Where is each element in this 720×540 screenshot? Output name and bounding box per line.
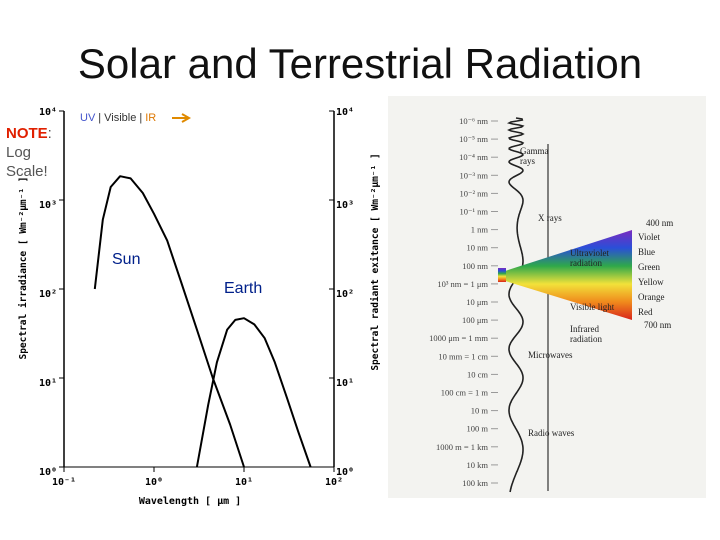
color-label: Red: [638, 307, 653, 317]
wavelength-label: 100 km: [462, 478, 488, 488]
y-tick-label-right: 10⁰: [336, 467, 354, 478]
band-ir: IR: [145, 112, 157, 124]
wavelength-label: 10³ nm = 1 μm: [437, 279, 488, 289]
wavelength-label: 100 m: [467, 424, 489, 434]
ir-arrow: [172, 113, 192, 123]
wavelength-label: 100 nm: [462, 261, 488, 271]
wavelength-label: 1000 m = 1 km: [436, 442, 488, 452]
wavelength-label: 10 nm: [467, 243, 489, 253]
wavelength-label: 10 km: [467, 460, 489, 470]
note-line3: Scale!: [6, 163, 48, 180]
wavelength-label: 10 mm = 1 cm: [438, 351, 488, 361]
y-tick-label-right: 10⁴: [336, 107, 354, 118]
color-label: Orange: [638, 292, 665, 302]
band-visible: Visible: [104, 112, 137, 124]
band-separator: |: [139, 112, 143, 124]
wavelength-label: 100 cm = 1 m: [441, 388, 489, 398]
y-tick-label-right: 10³: [336, 200, 354, 211]
wavelength-label: 10 μm: [466, 297, 488, 307]
visible-light-fan: [502, 230, 632, 320]
color-label: Green: [638, 262, 660, 272]
wavelength-label: 100 μm: [462, 315, 488, 325]
region-label: Microwaves: [528, 350, 573, 360]
color-label: Violet: [638, 232, 660, 242]
note-line2: Log: [6, 144, 32, 161]
y-axis-label-right: Spectral radiant exitance [ Wm⁻²μm⁻¹ ]: [370, 153, 381, 370]
y-tick-label-left: 10²: [39, 289, 57, 300]
y-tick-label-left: 10³: [39, 200, 57, 211]
log-scale-note: NOTE: Log Scale!: [6, 124, 52, 181]
earth-curve-label: Earth: [224, 280, 263, 297]
y-tick-label-right: 10²: [336, 289, 354, 300]
region-label: Gamma rays: [520, 146, 549, 166]
x-axis-label: Wavelength [ μm ]: [139, 496, 241, 507]
x-tick-label: 10¹: [235, 477, 253, 488]
note-colon: :: [47, 125, 52, 142]
x-tick-label: 10²: [325, 477, 343, 488]
region-label: Ultraviolet radiation: [570, 248, 609, 268]
wavelength-label: 10⁻⁶ nm: [459, 116, 488, 126]
wavelength-label: 10⁻¹ nm: [459, 207, 488, 217]
band-legend: UV | Visible | IR: [80, 112, 156, 124]
visible-band-marker: [498, 268, 506, 282]
region-label: Infrared radiation: [570, 324, 602, 344]
wavelength-label: 10⁻⁴ nm: [459, 152, 488, 162]
band-uv: UV: [80, 112, 96, 124]
x-tick-label: 10⁰: [145, 477, 163, 488]
color-label: Yellow: [638, 277, 664, 287]
color-label: Blue: [638, 247, 655, 257]
sun-curve: [93, 175, 245, 468]
note-label: NOTE: [6, 125, 48, 142]
earth-curve: [195, 317, 312, 468]
electromagnetic-spectrum-figure: 10⁻⁶ nm 10⁻⁵ nm 10⁻⁴ nm 10⁻³ nm 10⁻² nm 10⁻¹ …: [388, 96, 706, 498]
wavelength-label: 10⁻² nm: [459, 188, 488, 198]
spectrum-background: [388, 96, 706, 498]
region-label: Visible light: [570, 302, 615, 312]
wavelength-label: 1000 μm = 1 mm: [429, 333, 488, 343]
y-tick-label-left: 10⁰: [39, 467, 57, 478]
wavelength-label: 10 cm: [467, 369, 488, 379]
wavelength-label: 10⁻⁵ nm: [459, 134, 488, 144]
x-tick-label: 10⁻¹: [52, 477, 76, 488]
range-top-label: 400 nm: [646, 218, 673, 228]
y-tick-label-left: 10¹: [39, 378, 57, 389]
y-tick-label-right: 10¹: [336, 378, 354, 389]
slide-title: Solar and Terrestrial Radiation: [77, 40, 643, 87]
wavelength-label: 1 nm: [471, 225, 489, 235]
y-axis-label-left: Spectral irradiance [ Wm⁻²μm⁻¹ ]: [18, 176, 29, 359]
band-separator: |: [98, 112, 102, 124]
wavelength-label: 10⁻³ nm: [459, 170, 488, 180]
region-label: Radio waves: [528, 428, 575, 438]
y-tick-label-left: 10⁴: [39, 107, 57, 118]
wavelength-wave: [506, 117, 525, 493]
range-bottom-label: 700 nm: [644, 320, 671, 330]
wavelength-label: 10 m: [471, 406, 489, 416]
region-label: X rays: [538, 213, 562, 223]
sun-curve-label: Sun: [112, 251, 141, 268]
